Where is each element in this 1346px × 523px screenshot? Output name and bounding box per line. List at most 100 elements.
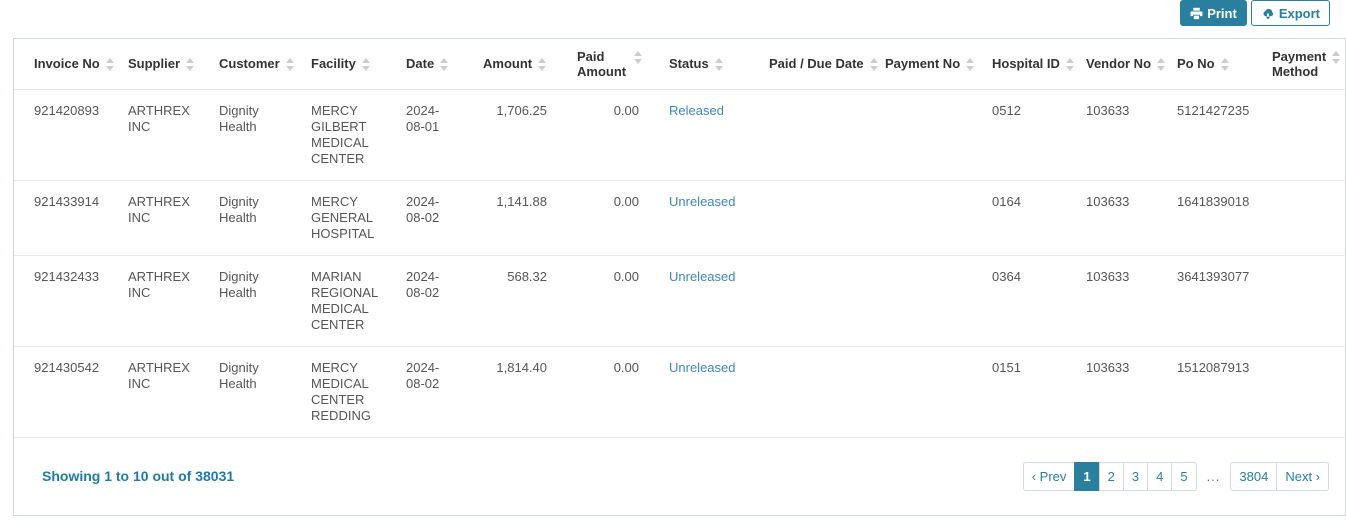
cell-customer: Dignity Health bbox=[199, 180, 291, 256]
cell-po-no: 5121427235 bbox=[1157, 89, 1252, 181]
invoices-panel: Invoice No Supplier Customer Facility Da… bbox=[13, 38, 1346, 516]
cell-invoice-no: 921430542 bbox=[14, 346, 108, 438]
pagination-last-group: 3804 Next › bbox=[1230, 461, 1329, 491]
export-button[interactable]: Export bbox=[1250, 0, 1330, 26]
cloud-download-icon bbox=[1261, 7, 1275, 20]
cell-facility: MERCY GENERAL HOSPITAL bbox=[291, 180, 386, 256]
toolbar: Print Export bbox=[1180, 0, 1330, 26]
cell-payment-no bbox=[865, 180, 972, 256]
cell-supplier: ARTHREX INC bbox=[108, 180, 199, 256]
cell-payment-no bbox=[865, 255, 972, 347]
column-header-payment-no[interactable]: Payment No bbox=[865, 39, 975, 90]
cell-date: 2024-08-02 bbox=[386, 255, 463, 347]
column-header-date[interactable]: Date bbox=[386, 39, 463, 90]
column-header-payment-method[interactable]: Payment Method bbox=[1252, 39, 1346, 90]
column-header-vendor-no[interactable]: Vendor No bbox=[1066, 39, 1166, 90]
cell-customer: Dignity Health bbox=[199, 255, 291, 347]
cell-date: 2024-08-02 bbox=[386, 180, 463, 256]
print-button-label: Print bbox=[1207, 5, 1237, 21]
cell-supplier: ARTHREX INC bbox=[108, 346, 199, 438]
cell-hospital-id: 0364 bbox=[972, 255, 1066, 347]
sort-arrows-icon bbox=[634, 50, 643, 65]
pagination-page-1[interactable]: 1 bbox=[1074, 461, 1100, 491]
cell-facility: MARIAN REGIONAL MEDICAL CENTER bbox=[291, 255, 386, 347]
cell-payment-method bbox=[1252, 346, 1346, 438]
table-row: 921432433 ARTHREX INC Dignity Health MAR… bbox=[14, 255, 1346, 347]
sort-arrows-icon bbox=[1157, 57, 1166, 72]
pagination: ‹ Prev 1 2 3 4 5 ... 3804 Next › bbox=[1022, 461, 1329, 491]
cell-status: Unreleased bbox=[649, 180, 749, 256]
cell-po-no: 3641393077 bbox=[1157, 255, 1252, 347]
column-header-customer[interactable]: Customer bbox=[199, 39, 294, 90]
column-header-facility[interactable]: Facility bbox=[291, 39, 386, 90]
column-header-status[interactable]: Status bbox=[649, 39, 749, 90]
table-footer: Showing 1 to 10 out of 38031 ‹ Prev 1 2 … bbox=[14, 438, 1345, 491]
pagination-next-button[interactable]: Next › bbox=[1276, 461, 1329, 491]
cell-payment-no bbox=[865, 89, 972, 181]
cell-payment-no bbox=[865, 346, 972, 438]
status-link[interactable]: Unreleased bbox=[669, 268, 736, 284]
column-header-label: Vendor No bbox=[1086, 56, 1152, 72]
sort-arrows-icon bbox=[105, 57, 115, 72]
sort-arrows-icon bbox=[440, 57, 449, 72]
cell-hospital-id: 0164 bbox=[972, 180, 1066, 256]
column-header-invoice-no[interactable]: Invoice No bbox=[14, 39, 114, 90]
column-header-label: Date bbox=[406, 56, 435, 72]
cell-hospital-id: 0151 bbox=[972, 346, 1066, 438]
cell-invoice-no: 921420893 bbox=[14, 89, 108, 181]
cell-facility: MERCY MEDICAL CENTER REDDING bbox=[291, 346, 386, 438]
table-header-row: Invoice No Supplier Customer Facility Da… bbox=[14, 39, 1346, 90]
column-header-supplier[interactable]: Supplier bbox=[108, 39, 199, 90]
cell-paid-due-date bbox=[749, 89, 865, 181]
cell-invoice-no: 921433914 bbox=[14, 180, 108, 256]
cell-hospital-id: 0512 bbox=[972, 89, 1066, 181]
cell-facility: MERCY GILBERT MEDICAL CENTER bbox=[291, 89, 386, 181]
pagination-page-2[interactable]: 2 bbox=[1098, 461, 1124, 491]
sort-arrows-icon bbox=[966, 57, 975, 72]
pagination-prev-button[interactable]: ‹ Prev bbox=[1022, 461, 1076, 491]
sort-arrows-icon bbox=[869, 57, 879, 72]
sort-arrows-icon bbox=[1332, 50, 1341, 65]
cell-amount: 1,706.25 bbox=[463, 89, 557, 181]
pagination-last-page-button[interactable]: 3804 bbox=[1230, 461, 1278, 491]
cell-payment-method bbox=[1252, 255, 1346, 347]
cell-paid-amount: 0.00 bbox=[557, 255, 649, 347]
cell-supplier: ARTHREX INC bbox=[108, 89, 199, 181]
table-row: 921430542 ARTHREX INC Dignity Health MER… bbox=[14, 346, 1346, 438]
cell-status: Unreleased bbox=[649, 255, 749, 347]
cell-payment-method bbox=[1252, 89, 1346, 181]
column-header-label: Status bbox=[669, 56, 709, 72]
cell-customer: Dignity Health bbox=[199, 346, 291, 438]
cell-po-no: 1641839018 bbox=[1157, 180, 1252, 256]
cell-paid-due-date bbox=[749, 180, 865, 256]
cell-status: Unreleased bbox=[649, 346, 749, 438]
status-link[interactable]: Unreleased bbox=[669, 193, 736, 209]
status-link[interactable]: Released bbox=[669, 102, 724, 118]
pagination-page-3[interactable]: 3 bbox=[1122, 461, 1149, 491]
column-header-paid-amount[interactable]: Paid Amount bbox=[557, 39, 649, 90]
cell-paid-amount: 0.00 bbox=[557, 346, 649, 438]
column-header-label: Invoice No bbox=[34, 56, 100, 72]
showing-results-text: Showing 1 to 10 out of 38031 bbox=[42, 468, 235, 484]
print-button[interactable]: Print bbox=[1180, 0, 1247, 26]
cell-date: 2024-08-01 bbox=[386, 89, 463, 181]
column-header-po-no[interactable]: Po No bbox=[1157, 39, 1252, 90]
sort-arrows-icon bbox=[285, 57, 295, 72]
column-header-hospital-id[interactable]: Hospital ID bbox=[972, 39, 1074, 90]
column-header-paid-due-date[interactable]: Paid / Due Date bbox=[749, 39, 878, 90]
cell-customer: Dignity Health bbox=[199, 89, 291, 181]
cell-supplier: ARTHREX INC bbox=[108, 255, 199, 347]
status-link[interactable]: Unreleased bbox=[669, 359, 736, 375]
cell-paid-amount: 0.00 bbox=[557, 180, 649, 256]
cell-vendor-no: 103633 bbox=[1066, 346, 1157, 438]
sort-arrows-icon bbox=[1065, 57, 1075, 72]
sort-arrows-icon bbox=[186, 57, 195, 72]
table-row: 921420893 ARTHREX INC Dignity Health MER… bbox=[14, 89, 1346, 181]
pagination-page-5[interactable]: 5 bbox=[1171, 461, 1197, 491]
pagination-page-4[interactable]: 4 bbox=[1147, 461, 1173, 491]
column-header-label: Payment Method bbox=[1272, 48, 1327, 79]
cell-paid-amount: 0.00 bbox=[557, 89, 649, 181]
column-header-amount[interactable]: Amount bbox=[463, 39, 557, 90]
cell-vendor-no: 103633 bbox=[1066, 89, 1157, 181]
